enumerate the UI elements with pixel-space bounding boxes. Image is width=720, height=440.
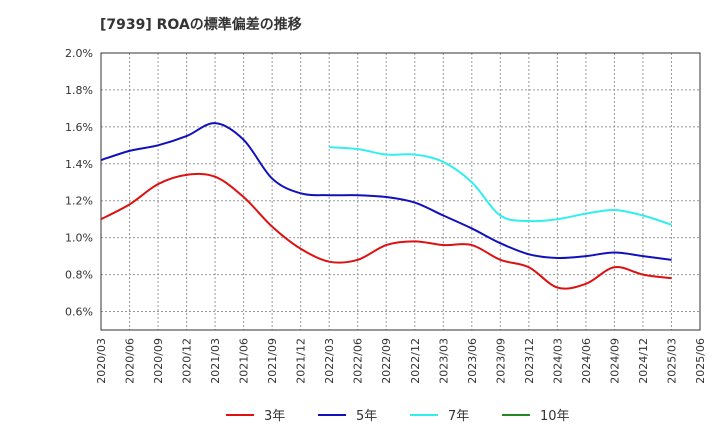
x-axis: 2020/03 2020/06 2020/09 2020/12 2021/03 2021/… — [95, 338, 707, 384]
x-tick-label: 2023/09 — [494, 338, 507, 384]
legend-label: 7年 — [448, 409, 469, 424]
y-tick-label: 1.8% — [65, 84, 93, 97]
y-tick-label: 1.0% — [65, 232, 93, 245]
y-tick-label: 2.0% — [65, 47, 93, 60]
x-tick-label: 2022/03 — [323, 338, 336, 384]
y-tick-label: 1.2% — [65, 195, 93, 208]
y-tick-label: 0.6% — [65, 306, 93, 319]
x-tick-label: 2025/06 — [694, 338, 707, 384]
series-lines — [100, 122, 672, 290]
x-tick-label: 2021/03 — [209, 338, 222, 384]
series-line-3 — [329, 146, 672, 226]
x-tick-label: 2023/03 — [437, 338, 450, 384]
x-tick-label: 2022/12 — [409, 338, 422, 384]
x-tick-label: 2023/12 — [523, 338, 536, 384]
legend-label: 5年 — [356, 409, 377, 424]
x-tick-label: 2024/06 — [580, 338, 593, 384]
plot-area — [100, 52, 701, 331]
series-line-1 — [100, 172, 672, 290]
x-tick-label: 2020/06 — [124, 338, 137, 384]
plot-border — [100, 52, 701, 331]
grid-lines — [101, 53, 700, 330]
x-tick-label: 2020/03 — [95, 338, 108, 384]
legend-label: 3年 — [264, 409, 285, 424]
x-tick-label: 2021/06 — [238, 338, 251, 384]
x-tick-label: 2023/06 — [466, 338, 479, 384]
x-tick-label: 2022/09 — [380, 338, 393, 384]
y-axis: 0.6% 0.8% 1.0% 1.2% 1.4% 1.6% 1.8% 2.0% — [65, 47, 93, 319]
x-tick-label: 2024/03 — [551, 338, 564, 384]
x-tick-label: 2024/09 — [608, 338, 621, 384]
x-tick-label: 2020/12 — [181, 338, 194, 384]
x-tick-label: 2021/12 — [295, 338, 308, 384]
x-tick-label: 2021/09 — [266, 338, 279, 384]
legend: 3年 5年 7年 10年 — [226, 409, 570, 424]
y-tick-label: 1.6% — [65, 121, 93, 134]
x-tick-label: 2022/06 — [352, 338, 365, 384]
x-tick-label: 2020/09 — [152, 338, 165, 384]
chart-title: [7939] ROAの標準偏差の推移 — [100, 17, 302, 33]
series-line-2 — [100, 122, 672, 261]
x-tick-label: 2025/03 — [665, 338, 678, 384]
y-tick-label: 0.8% — [65, 269, 93, 282]
y-tick-label: 1.4% — [65, 158, 93, 171]
legend-label: 10年 — [540, 409, 570, 424]
x-tick-label: 2024/12 — [637, 338, 650, 384]
